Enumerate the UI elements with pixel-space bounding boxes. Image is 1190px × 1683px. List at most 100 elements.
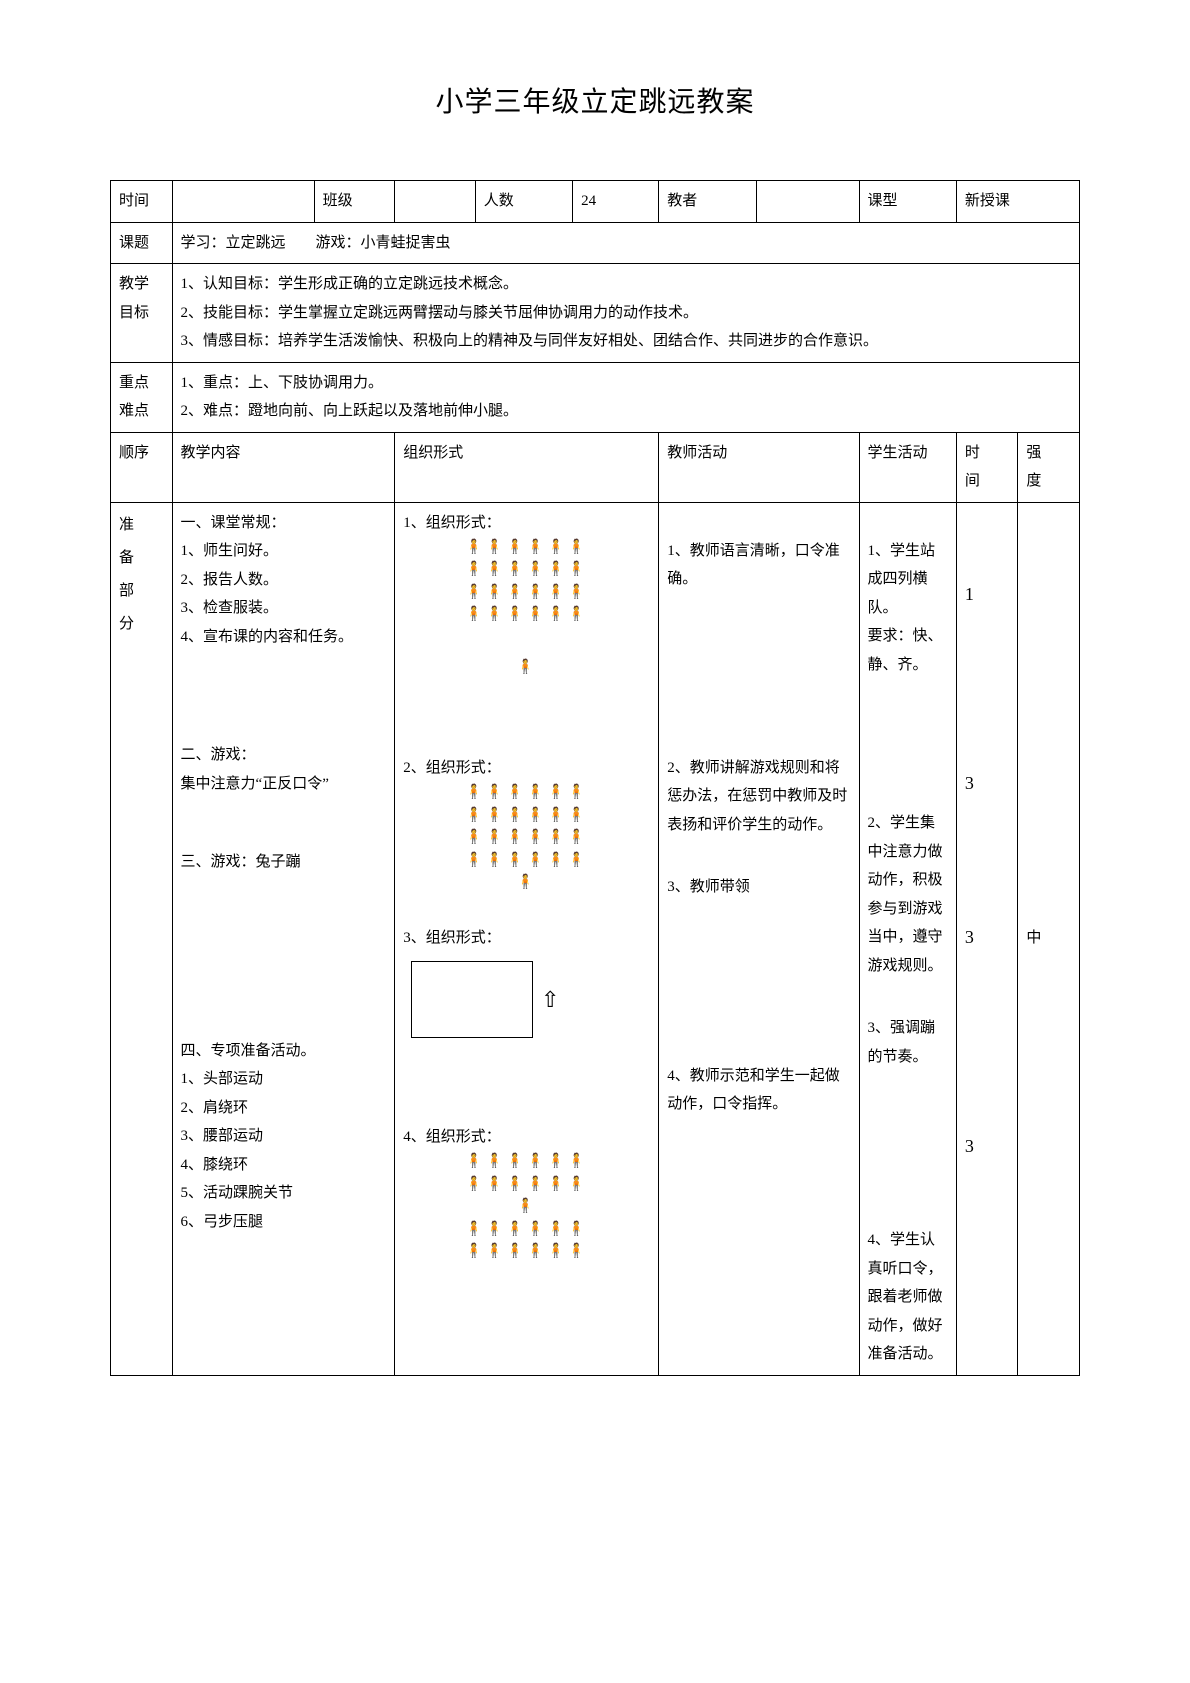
formation-row: 🧍🧍🧍🧍🧍🧍 <box>403 604 650 626</box>
formation-single: 🧍 <box>403 872 650 894</box>
col-intensity: 强 度 <box>1018 432 1080 502</box>
goal-3: 3、情感目标：培养学生活泼愉快、积极向上的精神及与同伴友好相处、团结合作、共同进… <box>181 327 1071 356</box>
teacher-label: 教者 <box>659 181 756 223</box>
content-block-4: 四、专项准备活动。 1、头部运动 2、肩绕环 3、腰部运动 4、膝绕环 5、活动… <box>181 1037 387 1237</box>
box-diagram: ⇧ <box>403 961 650 1038</box>
key-2: 2、难点：蹬地向前、向上跃起以及落地前伸小腿。 <box>181 397 1071 426</box>
type-value: 新授课 <box>956 181 1079 223</box>
formation-row: 🧍🧍🧍🧍🧍🧍 <box>403 850 650 872</box>
key-1: 1、重点：上、下肢协调用力。 <box>181 369 1071 398</box>
form3-label: 3、组织形式： <box>403 924 650 953</box>
col-seq: 顺序 <box>111 432 173 502</box>
teacher-3: 3、教师带领 <box>667 873 850 902</box>
time-1: 1 <box>965 577 1010 611</box>
keypoints-cell: 1、重点：上、下肢协调用力。 2、难点：蹬地向前、向上跃起以及落地前伸小腿。 <box>172 362 1079 432</box>
up-arrow-icon: ⇧ <box>541 979 559 1021</box>
lesson-table: 时间 班级 人数 24 教者 课型 新授课 课题 学习：立定跳远 游戏：小青蛙捉… <box>110 180 1080 1376</box>
formation-row: 🧍🧍🧍🧍🧍🧍 <box>403 537 650 559</box>
page-container: 小学三年级立定跳远教案 时间 班级 人数 24 教者 课型 新授课 课题 学习：… <box>0 0 1190 1436</box>
form2-label: 2、组织形式： <box>403 754 650 783</box>
teacher-value <box>756 181 859 223</box>
content4-4: 4、膝绕环 <box>181 1151 387 1180</box>
col-student: 学生活动 <box>859 432 956 502</box>
form1-label: 1、组织形式： <box>403 509 650 538</box>
topic-value: 学习：立定跳远 游戏：小青蛙捉害虫 <box>172 222 1079 264</box>
topic-row: 课题 学习：立定跳远 游戏：小青蛙捉害虫 <box>111 222 1080 264</box>
keypoints-row: 重点 难点 1、重点：上、下肢协调用力。 2、难点：蹬地向前、向上跃起以及落地前… <box>111 362 1080 432</box>
col-content: 教学内容 <box>172 432 395 502</box>
formation-row: 🧍🧍🧍🧍🧍🧍 <box>403 559 650 581</box>
content1-title: 一、课堂常规： <box>181 509 387 538</box>
class-label: 班级 <box>314 181 395 223</box>
content4-2: 2、肩绕环 <box>181 1094 387 1123</box>
prep-label: 准 备 部 分 <box>111 502 173 1375</box>
content3-title: 三、游戏：兔子蹦 <box>181 848 387 877</box>
formation-2: 🧍🧍🧍🧍🧍🧍 🧍🧍🧍🧍🧍🧍 🧍🧍🧍🧍🧍🧍 🧍🧍🧍🧍🧍🧍 🧍 <box>403 782 650 894</box>
goals-cell: 1、认知目标：学生形成正确的立定跳远技术概念。 2、技能目标：学生掌握立定跳远两… <box>172 264 1079 363</box>
formation-row: 🧍🧍🧍🧍🧍🧍 <box>403 1241 650 1263</box>
content1-4: 4、宣布课的内容和任务。 <box>181 623 387 652</box>
content4-title: 四、专项准备活动。 <box>181 1037 387 1066</box>
content4-3: 3、腰部运动 <box>181 1122 387 1151</box>
student-3: 3、强调蹦的节奏。 <box>868 1014 948 1071</box>
prep-content-cell: 一、课堂常规： 1、师生问好。 2、报告人数。 3、检查服装。 4、宣布课的内容… <box>172 502 395 1375</box>
column-header-row: 顺序 教学内容 组织形式 教师活动 学生活动 时 间 强 度 <box>111 432 1080 502</box>
form-block-4: 4、组织形式： 🧍🧍🧍🧍🧍🧍 🧍🧍🧍🧍🧍🧍 🧍 🧍🧍🧍🧍🧍🧍 🧍🧍🧍🧍🧍🧍 <box>403 1123 650 1263</box>
content4-6: 6、弓步压腿 <box>181 1208 387 1237</box>
prep-student-cell: 1、学生站成四列横队。 要求：快、静、齐。 2、学生集中注意力做动作，积极参与到… <box>859 502 956 1375</box>
prep-row: 准 备 部 分 一、课堂常规： 1、师生问好。 2、报告人数。 3、检查服装。 … <box>111 502 1080 1375</box>
time-value <box>172 181 314 223</box>
goals-label: 教学 目标 <box>111 264 173 363</box>
form-block-1: 1、组织形式： 🧍🧍🧍🧍🧍🧍 🧍🧍🧍🧍🧍🧍 🧍🧍🧍🧍🧍🧍 🧍🧍🧍🧍🧍🧍 🧍 <box>403 509 650 679</box>
content1-2: 2、报告人数。 <box>181 566 387 595</box>
content4-1: 1、头部运动 <box>181 1065 387 1094</box>
formation-single: 🧍 <box>403 1196 650 1218</box>
time-2: 3 <box>965 766 1010 800</box>
col-time: 时 间 <box>956 432 1018 502</box>
prep-intensity-cell: 中 <box>1018 502 1080 1375</box>
formation-row: 🧍🧍🧍🧍🧍🧍 <box>403 827 650 849</box>
rect-shape <box>411 961 533 1038</box>
goal-1: 1、认知目标：学生形成正确的立定跳远技术概念。 <box>181 270 1071 299</box>
content-block-2: 二、游戏： 集中注意力“正反口令” <box>181 741 387 798</box>
goals-row: 教学 目标 1、认知目标：学生形成正确的立定跳远技术概念。 2、技能目标：学生掌… <box>111 264 1080 363</box>
content1-1: 1、师生问好。 <box>181 537 387 566</box>
type-label: 课型 <box>859 181 956 223</box>
prep-teacher-cell: 1、教师语言清晰，口令准确。 2、教师讲解游戏规则和将惩办法，在惩罚中教师及时表… <box>659 502 859 1375</box>
count-value: 24 <box>573 181 659 223</box>
keypoints-label: 重点 难点 <box>111 362 173 432</box>
teacher-2: 2、教师讲解游戏规则和将惩办法，在惩罚中教师及时表扬和评价学生的动作。 <box>667 754 850 840</box>
content-block-3: 三、游戏：兔子蹦 <box>181 848 387 877</box>
teacher-4: 4、教师示范和学生一起做动作，口令指挥。 <box>667 1062 850 1119</box>
col-form: 组织形式 <box>395 432 659 502</box>
intensity-value: 中 <box>1026 924 1071 953</box>
formation-row: 🧍🧍🧍🧍🧍🧍 <box>403 782 650 804</box>
page-title: 小学三年级立定跳远教案 <box>110 80 1080 120</box>
count-label: 人数 <box>475 181 572 223</box>
student-4: 4、学生认真听口令，跟着老师做动作，做好准备活动。 <box>868 1226 948 1369</box>
goal-2: 2、技能目标：学生掌握立定跳远两臂摆动与膝关节屈伸协调用力的动作技术。 <box>181 299 1071 328</box>
content4-5: 5、活动踝腕关节 <box>181 1179 387 1208</box>
prep-time-cell: 1 3 3 3 <box>956 502 1018 1375</box>
formation-4: 🧍🧍🧍🧍🧍🧍 🧍🧍🧍🧍🧍🧍 🧍 🧍🧍🧍🧍🧍🧍 🧍🧍🧍🧍🧍🧍 <box>403 1151 650 1263</box>
col-teacher: 教师活动 <box>659 432 859 502</box>
student-1: 1、学生站成四列横队。 要求：快、静、齐。 <box>868 537 948 680</box>
info-row: 时间 班级 人数 24 教者 课型 新授课 <box>111 181 1080 223</box>
class-value <box>395 181 476 223</box>
content2-body: 集中注意力“正反口令” <box>181 770 387 799</box>
formation-row: 🧍🧍🧍🧍🧍🧍 <box>403 1174 650 1196</box>
teacher-1: 1、教师语言清晰，口令准确。 <box>667 537 850 594</box>
content1-3: 3、检查服装。 <box>181 594 387 623</box>
student-2: 2、学生集中注意力做动作，积极参与到游戏当中，遵守游戏规则。 <box>868 809 948 980</box>
formation-row: 🧍🧍🧍🧍🧍🧍 <box>403 1151 650 1173</box>
time-3: 3 <box>965 920 1010 954</box>
formation-single: 🧍 <box>403 657 650 679</box>
form-block-2: 2、组织形式： 🧍🧍🧍🧍🧍🧍 🧍🧍🧍🧍🧍🧍 🧍🧍🧍🧍🧍🧍 🧍🧍🧍🧍🧍🧍 🧍 <box>403 754 650 894</box>
time-label: 时间 <box>111 181 173 223</box>
content2-title: 二、游戏： <box>181 741 387 770</box>
form4-label: 4、组织形式： <box>403 1123 650 1152</box>
prep-form-cell: 1、组织形式： 🧍🧍🧍🧍🧍🧍 🧍🧍🧍🧍🧍🧍 🧍🧍🧍🧍🧍🧍 🧍🧍🧍🧍🧍🧍 🧍 2、… <box>395 502 659 1375</box>
formation-row: 🧍🧍🧍🧍🧍🧍 <box>403 1219 650 1241</box>
time-4: 3 <box>965 1129 1010 1163</box>
formation-1: 🧍🧍🧍🧍🧍🧍 🧍🧍🧍🧍🧍🧍 🧍🧍🧍🧍🧍🧍 🧍🧍🧍🧍🧍🧍 🧍 <box>403 537 650 679</box>
